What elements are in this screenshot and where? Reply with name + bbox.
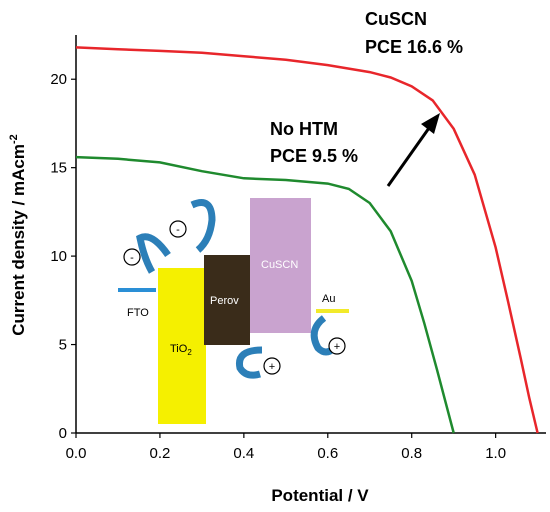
y-tick-label: 10: [50, 248, 67, 265]
x-tick-label: 0.6: [317, 445, 338, 462]
fto-level: [118, 288, 156, 292]
electron-symbol-circle-1: [123, 248, 141, 266]
perovskite-block: [204, 255, 250, 345]
improvement-arrow-shaft: [386, 127, 431, 187]
au-label: Au: [322, 293, 335, 305]
electron-symbol-circle-2: [169, 220, 187, 238]
electron-symbol-2: -: [176, 224, 180, 236]
annotation-nohtm-name: No HTM: [270, 119, 338, 139]
annotation-nohtm-pce: PCE 9.5 %: [270, 146, 358, 166]
series-line-no-htm: [75, 155, 455, 434]
y-axis-title-sup: -2: [8, 134, 20, 144]
tio2-label: TiO2: [170, 343, 192, 357]
tio2-label-main: TiO: [170, 343, 188, 355]
x-tick-label: 0.4: [233, 445, 254, 462]
tio2-label-sub: 2: [187, 348, 192, 357]
y-axis-title-main: Current density / mAcm: [9, 144, 28, 336]
x-tick-label: 0.0: [66, 445, 87, 462]
hole-transfer-arrow-2: [310, 315, 337, 356]
hole-symbol-circle-2: [328, 337, 346, 355]
axis-ticks: 0.0 0.2 0.4 0.6 0.8 1.0 0 5 10 15 20: [50, 71, 506, 462]
series-line-cuscn: [75, 46, 539, 434]
x-tick-label: 1.0: [485, 445, 506, 462]
annotation-cuscn-name: CuSCN: [365, 9, 427, 29]
hole-symbol-1: +: [269, 361, 275, 373]
x-tick-label: 0.2: [149, 445, 170, 462]
improvement-arrow-head: [421, 113, 440, 134]
y-tick-label: 0: [59, 425, 67, 442]
electron-transfer-arrow-1: [136, 233, 171, 274]
x-axis-title: Potential / V: [271, 486, 369, 505]
hole-transfer-arrow-1: [235, 346, 263, 379]
fto-label: FTO: [127, 307, 149, 319]
y-tick-label: 15: [50, 160, 67, 177]
y-axis-title: Current density / mAcm-2: [8, 134, 28, 336]
hole-symbol-2: +: [334, 341, 340, 353]
y-tick-label: 20: [50, 71, 67, 88]
au-level: [316, 309, 349, 313]
cuscn-block: [250, 198, 311, 333]
electron-symbol-1: -: [130, 252, 134, 264]
perovskite-label: Perov: [210, 295, 239, 307]
cuscn-label: CuSCN: [261, 259, 298, 271]
annotation-cuscn-pce: PCE 16.6 %: [365, 37, 463, 57]
tio2-block: [158, 268, 206, 424]
x-tick-label: 0.8: [401, 445, 422, 462]
hole-symbol-circle-1: [263, 357, 281, 375]
electron-transfer-arrow-2: [190, 199, 216, 253]
y-tick-label: 5: [59, 337, 67, 354]
band-diagram-inset: FTO TiO2 Perov CuSCN Au - - + +: [118, 198, 349, 424]
